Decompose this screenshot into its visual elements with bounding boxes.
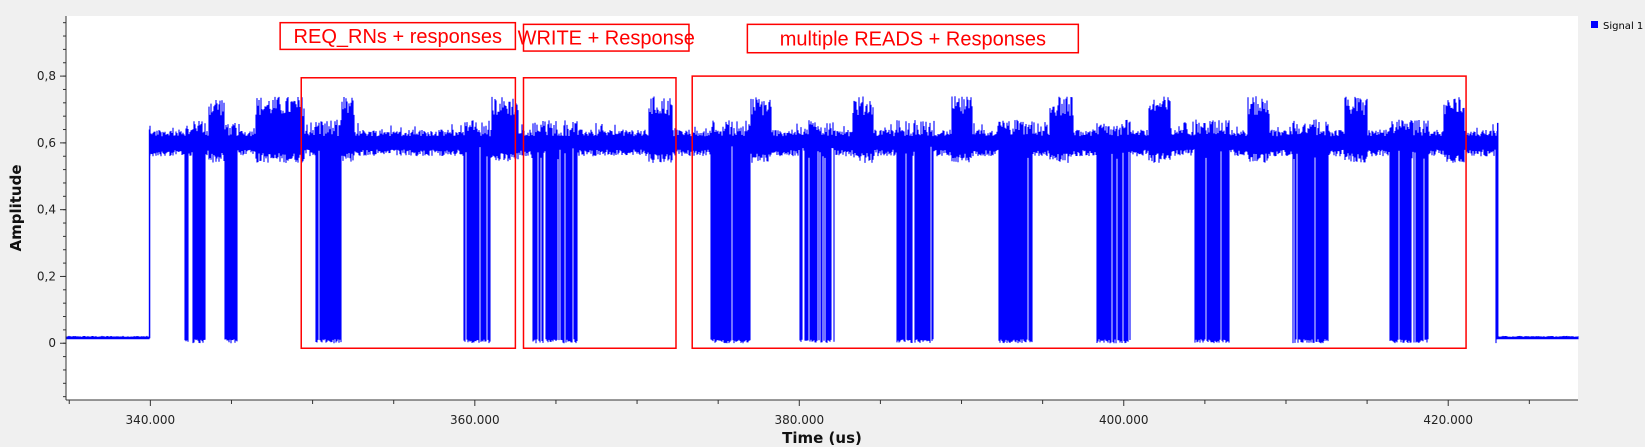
x-tick-label: 400.000 [1099, 413, 1149, 427]
y-tick-label: 0,2 [37, 269, 56, 283]
annotation-region-box-3 [691, 75, 1467, 349]
annotation-label-box-2 [522, 23, 690, 52]
x-axis-title: Time (us) [782, 429, 862, 447]
legend-swatch-signal-1 [1591, 21, 1598, 28]
legend: Signal 1 [1591, 21, 1643, 32]
x-tick-label: 380.000 [774, 413, 824, 427]
x-tick-label: 340.000 [126, 413, 176, 427]
y-axis-title: Amplitude [7, 164, 25, 251]
annotation-label-2: WRITE + Response [518, 28, 695, 50]
y-tick-label: 0 [48, 336, 56, 350]
annotation-label-3: multiple READS + Responses [780, 29, 1046, 51]
annotation-region-box-1 [300, 77, 517, 349]
annotation-label-1: REQ_RNs + responses [294, 26, 502, 48]
x-axis: 340.000 360.000 380.000 400.000 420.000 [68, 400, 1530, 427]
y-tick-label: 0,8 [37, 69, 56, 83]
legend-label-signal-1: Signal 1 [1603, 21, 1643, 32]
annotation-label-box-1 [279, 21, 517, 51]
x-tick-label: 360.000 [450, 413, 500, 427]
annotation-label-box-3 [746, 23, 1080, 54]
annotations: REQ_RNs + responses WRITE + Response multi… [279, 21, 1467, 349]
x-tick-label: 420.000 [1423, 413, 1473, 427]
annotation-region-box-2 [522, 77, 677, 349]
y-tick-label: 0,6 [37, 136, 56, 150]
y-axis: 0 0,2 0,4 0,6 0,8 [37, 22, 66, 398]
y-tick-label: 0,4 [37, 203, 56, 217]
